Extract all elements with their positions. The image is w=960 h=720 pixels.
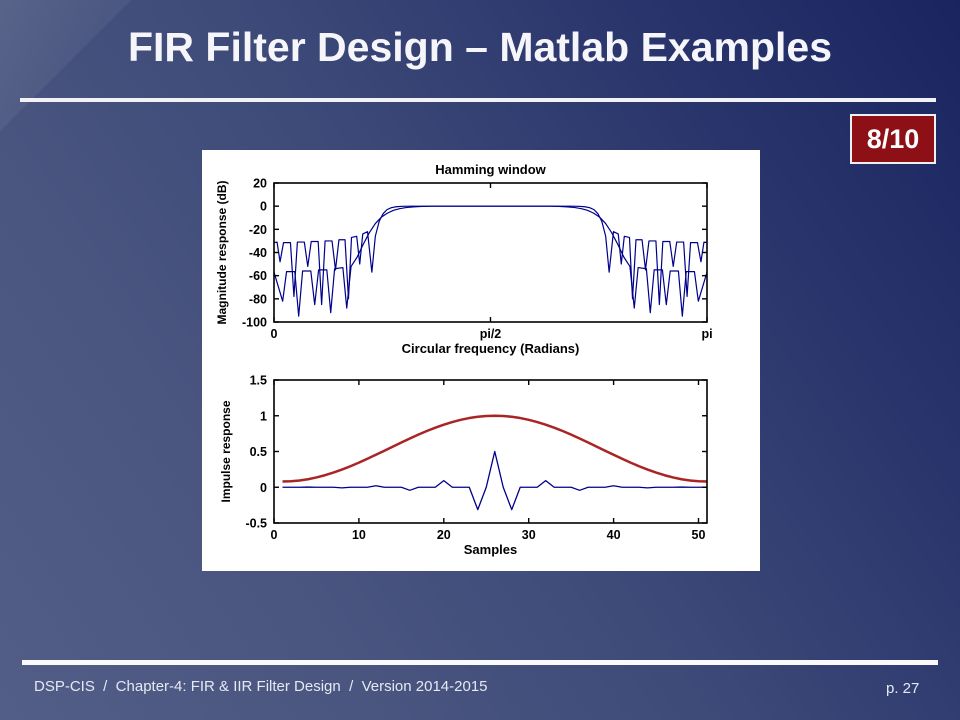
x-tick-label: pi (701, 327, 712, 341)
axes-frame (273, 379, 708, 524)
x-tick-label: pi/2 (480, 327, 502, 341)
y-axis-label: Magnitude response (dB) (215, 180, 229, 324)
slide-number-text: 8/10 (866, 123, 920, 154)
y-tick-label: 1 (260, 409, 267, 423)
page-number: p. 27 (886, 680, 920, 697)
footer-text: DSP-CIS / Chapter-4: FIR & IIR Filter De… (34, 678, 488, 695)
page-title: FIR Filter Design – Matlab Examples (127, 24, 833, 70)
slide-number-badge: 8/10 (850, 114, 936, 164)
x-tick-label: 0 (271, 528, 278, 542)
series-bandpass-magnitude-response-hamming-sidelobes-55dB (273, 205, 708, 317)
y-tick-label: -100 (242, 316, 267, 330)
series-bandpass-filter-impulse-response (282, 450, 707, 511)
y-tick-label: -0.5 (245, 517, 267, 531)
y-tick-label: -40 (249, 246, 267, 260)
y-tick-label: 0 (260, 200, 267, 214)
y-tick-label: -60 (249, 269, 267, 283)
matlab-figure-panel: 0 pi/2 pi 20 0 -20 -40 -60 -80 -100 Hamming window… (202, 150, 760, 571)
axes-frame (273, 182, 708, 323)
y-tick-label: 1.5 (250, 374, 267, 388)
y-tick-label: -80 (249, 292, 267, 306)
axes-title: Hamming window (435, 162, 546, 177)
x-axis-label: Samples (464, 542, 517, 557)
x-tick-label: 30 (522, 528, 536, 542)
x-tick-label: 40 (607, 528, 621, 542)
x-tick-label: 0 (271, 327, 278, 341)
footer-divider (22, 660, 938, 665)
matlab-figure: 0 pi/2 pi 20 0 -20 -40 -60 -80 -100 Hamming window… (215, 162, 713, 557)
x-tick-label: 50 (692, 528, 706, 542)
x-tick-label: 20 (437, 528, 451, 542)
series-hamming-window-function (282, 414, 708, 483)
background-corner-highlight (0, 0, 132, 132)
y-tick-label: 0 (260, 481, 267, 495)
series-bandpass-magnitude-response-sidelobes-30dB (273, 205, 708, 306)
x-tick-label: 10 (352, 528, 366, 542)
x-axis-label: Circular frequency (Radians) (402, 341, 580, 356)
y-tick-label: 20 (253, 177, 267, 191)
title-underline (20, 98, 936, 102)
y-tick-label: -20 (249, 223, 267, 237)
y-axis-label: Impulse response (219, 400, 233, 502)
y-tick-label: 0.5 (250, 445, 267, 459)
